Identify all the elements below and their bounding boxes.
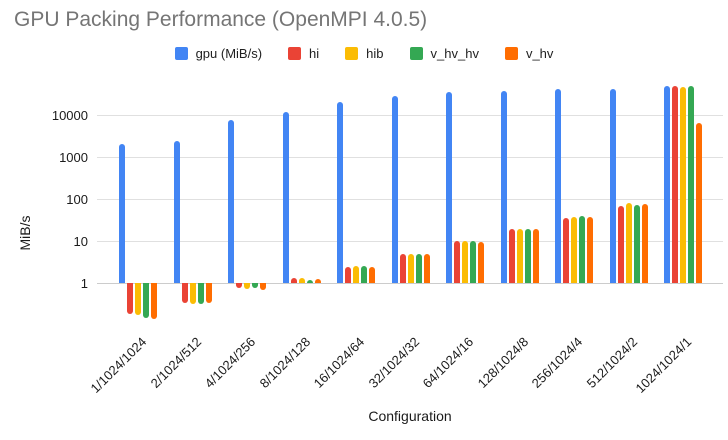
legend-item-hib: hib [345, 46, 384, 61]
bar-v-hv-hv [688, 85, 694, 283]
y-axis-title: MiB/s [17, 215, 33, 251]
bar-gpu-mib-s- [555, 88, 561, 283]
bar-v-hv [478, 242, 484, 283]
legend-item-gpu-mib-s-: gpu (MiB/s) [174, 46, 263, 61]
legend-swatch-icon [288, 47, 302, 60]
y-tick-label: 1000 [59, 150, 88, 165]
bar-hib [135, 283, 141, 316]
y-tick-label: 100 [66, 192, 88, 207]
bar-hi [508, 229, 515, 283]
bar-v-hv [151, 283, 157, 319]
bar-v-hv-hv [197, 283, 204, 304]
legend-swatch-icon [174, 47, 188, 60]
bar-v-hv [314, 278, 321, 283]
bar-hib [407, 254, 414, 283]
bar-gpu-mib-s- [609, 89, 616, 283]
gridline [97, 115, 723, 116]
bar-gpu-mib-s- [282, 112, 289, 283]
gridline [97, 199, 723, 200]
bar-gpu-mib-s- [391, 95, 398, 283]
bar-hi [236, 283, 242, 289]
bar-v-hv [641, 204, 648, 283]
bar-hi [454, 241, 460, 283]
bar-hi [127, 283, 133, 315]
bar-hib [353, 266, 359, 283]
bar-gpu-mib-s- [337, 101, 343, 283]
bar-hi [290, 277, 297, 283]
bar-v-hv [369, 266, 375, 283]
x-tick-label: 1/1024/1024 [87, 334, 150, 396]
bar-hib [571, 216, 577, 283]
bar-gpu-mib-s- [500, 90, 507, 283]
bar-v-hv-hv [252, 283, 258, 289]
chart-title: GPU Packing Performance (OpenMPI 4.0.5) [14, 8, 428, 31]
bar-v-hv-hv [361, 265, 367, 283]
legend-item-hi: hi [288, 46, 319, 61]
legend-label: v_hv_hv [430, 46, 479, 61]
y-tick-label: 10000 [51, 108, 88, 123]
legend-label: gpu (MiB/s) [195, 46, 263, 61]
y-tick-label: 1 [80, 276, 88, 291]
bar-v-hv-hv [143, 283, 149, 318]
bar-v-hv [696, 122, 702, 283]
bar-hib [244, 283, 250, 289]
bar-hib [462, 241, 468, 283]
legend-label: v_hv [525, 46, 554, 61]
legend-swatch-icon [409, 47, 423, 60]
legend-label: hib [366, 46, 384, 61]
bar-gpu-mib-s- [228, 120, 234, 283]
bar-v-hv [260, 283, 266, 290]
bar-v-hv-hv [470, 241, 476, 283]
bar-gpu-mib-s- [664, 86, 670, 283]
bar-hib [680, 86, 686, 283]
legend-item-v-hv: v_hv [504, 46, 554, 61]
bar-hi [617, 206, 624, 283]
bar-hib [516, 228, 523, 283]
bar-hi [399, 254, 406, 283]
bar-v-hv-hv [633, 204, 640, 283]
bar-gpu-mib-s- [119, 144, 125, 283]
bar-hib [189, 283, 196, 304]
bar-v-hv [587, 216, 593, 283]
legend: gpu (MiB/s) hi hib v_hv_hv v_hv [0, 46, 728, 61]
bar-hi [181, 283, 188, 304]
legend-item-v-hv-hv: v_hv_hv [409, 46, 479, 61]
bar-hib [298, 278, 305, 283]
bar-v-hv-hv [524, 228, 531, 283]
bar-hi [345, 267, 351, 283]
bar-gpu-mib-s- [446, 92, 452, 283]
legend-swatch-icon [345, 47, 359, 60]
legend-swatch-icon [504, 47, 518, 60]
bar-v-hv-hv [579, 215, 585, 283]
bar-v-hv-hv [306, 279, 313, 283]
legend-label: hi [309, 46, 320, 61]
bar-v-hv-hv [415, 254, 422, 283]
gridline [97, 157, 723, 158]
bar-hi [563, 218, 569, 283]
bar-v-hv [205, 283, 212, 304]
bar-v-hv [532, 228, 539, 283]
bar-hi [672, 85, 678, 283]
bar-gpu-mib-s- [173, 141, 180, 283]
gridline [97, 241, 723, 242]
bar-hib [625, 203, 632, 283]
bar-v-hv [423, 253, 430, 283]
x-axis-title: Configuration [368, 408, 452, 424]
y-tick-label: 10 [73, 234, 88, 249]
gridline [97, 283, 723, 284]
